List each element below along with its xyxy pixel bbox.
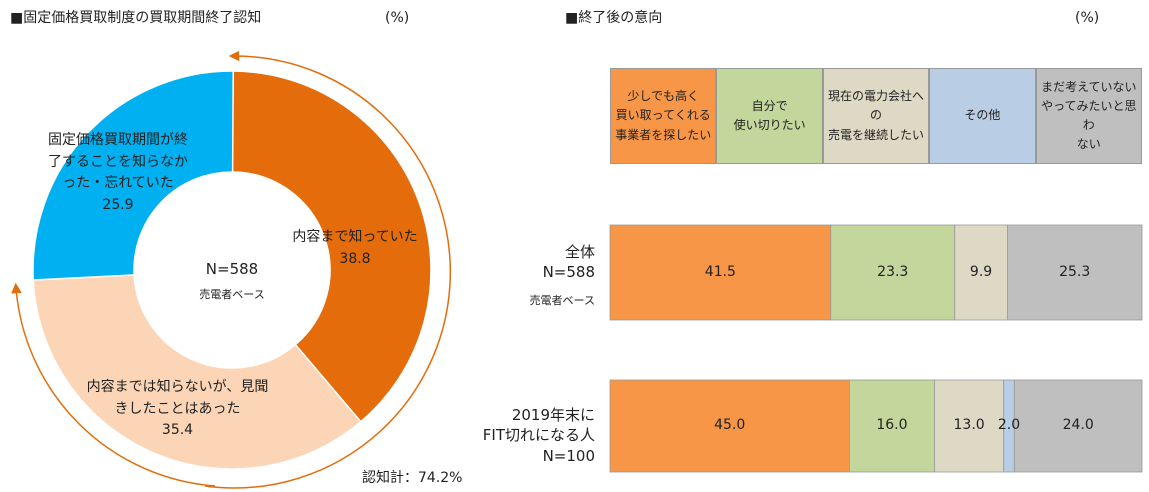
legend-entry: 少しでも高く 買い取ってくれる 事業者を探したい: [610, 68, 717, 164]
bar-segment: [830, 224, 956, 321]
bar-segment: [1013, 379, 1143, 473]
category-label: 2019年末に FIT切れになる人 N=100: [482, 406, 595, 465]
bar-segment: [849, 379, 935, 473]
awareness-arrow-right: [204, 50, 452, 489]
legend-entry: その他: [929, 68, 1036, 164]
value-label: 41.5: [704, 263, 736, 280]
category-label: 固定価格買取期間が終了することを知らなかった・忘れていた: [48, 132, 188, 192]
bar-segment: [934, 379, 1005, 473]
donut-segment: [32, 274, 362, 470]
legend-entry: 自分で 使い切りたい: [716, 68, 823, 164]
donut-title: ■固定価格買取制度の買取期間終了認知: [10, 10, 262, 26]
category-label: 全体 N=588: [542, 243, 595, 282]
bar-title: ■終了後の意向: [565, 10, 663, 26]
bar-segment: [609, 379, 850, 473]
bar-segment: [1007, 224, 1143, 321]
donut-unit: (%): [385, 10, 410, 26]
category-label: 内容まで知っていた: [292, 229, 418, 245]
donut-segment: [32, 70, 235, 281]
awareness-arrow-left: [11, 282, 216, 487]
category-label: 内容までは知らないが、見聞きしたことはあった: [86, 379, 269, 417]
value-label: 2.0: [997, 417, 1021, 433]
donut-label: 内容までは知らないが、見聞きしたことはあった 35.4: [85, 377, 270, 442]
value-label: 45.0: [714, 417, 746, 433]
legend-entry: 現在の電力会社へ の 売電を継続したい: [822, 68, 930, 164]
bar-segment: [954, 224, 1008, 321]
bar-unit: (%): [1075, 10, 1100, 26]
donut-segment: [231, 70, 432, 423]
donut-label: 内容まで知っていた 38.8: [290, 227, 420, 270]
value-label: 13.0: [953, 417, 985, 433]
center-note: 売電者ベース: [199, 288, 265, 301]
bar-segment: [609, 224, 832, 321]
donut-label: 固定価格買取期間が終了することを知らなかった・忘れていた 25.9: [48, 130, 188, 217]
value-label: 35.4: [161, 422, 194, 439]
value-label: 16.0: [876, 417, 908, 433]
center-label: N=588: [205, 260, 259, 278]
value-label: 38.8: [339, 250, 371, 267]
value-label: 24.0: [1062, 417, 1094, 433]
value-label: 9.9: [969, 263, 993, 280]
annotation: 認知計：74.2%: [362, 470, 463, 486]
legend-entry: まだ考えていない やってみたいと思わ ない: [1035, 68, 1142, 164]
category-note: 売電者ベース: [529, 294, 595, 307]
value-label: 25.3: [1059, 263, 1091, 280]
value-label: 25.9: [102, 197, 134, 214]
value-label: 23.3: [877, 263, 909, 280]
